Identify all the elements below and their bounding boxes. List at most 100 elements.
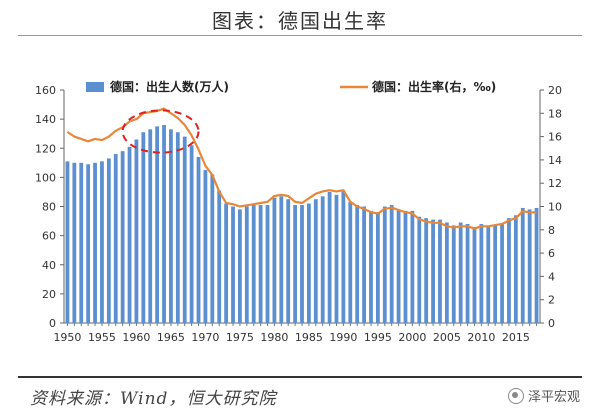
source-note: 资料来源：Wind，恒大研究院 — [30, 389, 277, 409]
bar — [93, 162, 97, 323]
bar — [141, 132, 146, 323]
y-left-tick-label: 80 — [42, 201, 56, 214]
bar — [279, 196, 284, 323]
y-left-tick-label: 40 — [42, 259, 56, 272]
bar — [444, 222, 449, 323]
bar — [403, 210, 408, 323]
bottom-rule — [18, 376, 582, 378]
y-left-tick-label: 120 — [35, 142, 56, 155]
y-right-tick-label: 4 — [548, 270, 555, 283]
bar — [300, 205, 304, 323]
bar — [169, 129, 173, 323]
x-tick-label: 1975 — [226, 331, 254, 344]
bar — [293, 205, 297, 323]
x-tick-label: 1965 — [157, 331, 185, 344]
bar — [493, 225, 498, 323]
bar — [79, 162, 84, 323]
bar — [320, 196, 325, 323]
y-left-tick-label: 20 — [42, 288, 56, 301]
x-tick-label: 2015 — [502, 331, 530, 344]
y-right-tick-label: 18 — [548, 107, 562, 120]
chart-title: 图表：德国出生率 — [212, 9, 388, 33]
chart-area: 0 20 40 60 80 100 120 140 160 0 2 4 6 8 10 12 14 16 18 20 19… — [35, 79, 562, 344]
x-tick-label: 1995 — [364, 331, 392, 344]
bar — [182, 136, 187, 323]
bar — [527, 209, 532, 323]
y-left-tick-label: 60 — [42, 230, 56, 243]
bar — [210, 174, 215, 323]
y-right-tick-label: 6 — [548, 247, 555, 260]
bar — [500, 223, 504, 323]
x-tick-label: 1980 — [260, 331, 288, 344]
bar — [272, 197, 277, 323]
y-right-tick-label: 14 — [548, 154, 562, 167]
bar — [513, 215, 518, 323]
bar — [534, 207, 539, 323]
bar — [224, 203, 229, 323]
bar — [100, 161, 104, 323]
bar — [348, 202, 353, 323]
bar — [451, 225, 456, 323]
bar — [189, 145, 194, 323]
bar — [120, 151, 125, 323]
bar — [106, 158, 111, 323]
bar — [258, 205, 263, 323]
y-right-tick-label: 8 — [548, 224, 555, 237]
wechat-logo-icon — [508, 387, 524, 404]
bar — [410, 210, 415, 323]
bar — [251, 205, 256, 323]
bar — [362, 206, 366, 323]
y-left-tick-label: 140 — [35, 113, 56, 126]
bar — [334, 194, 339, 323]
bar — [162, 124, 166, 323]
bar — [175, 132, 180, 323]
y-left-tick-label: 100 — [35, 171, 56, 184]
y-right-tick-label: 20 — [548, 84, 562, 97]
bar — [127, 146, 132, 323]
y-right-tick-label: 2 — [548, 294, 555, 307]
y-left-tick-label: 160 — [35, 84, 56, 97]
bar — [382, 206, 387, 323]
bar — [196, 156, 201, 323]
bar — [327, 191, 332, 323]
y-right-tick-label: 12 — [548, 177, 562, 190]
x-tick-label: 2010 — [467, 331, 495, 344]
y-right-tick-label: 0 — [548, 317, 555, 330]
legend-label-bar: 德国：出生人数(万人) — [110, 79, 229, 94]
bar — [389, 205, 394, 323]
x-tick-label: 1960 — [122, 331, 150, 344]
bar — [231, 206, 235, 323]
bar — [375, 212, 380, 323]
annotation-ellipse — [121, 109, 200, 154]
x-tick-label: 1970 — [191, 331, 219, 344]
bar — [458, 222, 463, 323]
bar — [520, 207, 525, 323]
x-tick-label: 2005 — [433, 331, 461, 344]
bar — [369, 210, 373, 323]
watermark-text: 泽平宏观 — [528, 390, 581, 405]
bar — [265, 205, 270, 323]
y-left-tick-label: 0 — [49, 317, 56, 330]
y-right-tick-label: 10 — [548, 201, 562, 214]
x-tick-label: 1985 — [295, 331, 323, 344]
bar — [417, 216, 422, 323]
bar — [396, 209, 401, 323]
bar — [203, 170, 208, 323]
bar — [134, 139, 139, 323]
bar — [313, 199, 318, 323]
bar — [341, 190, 346, 323]
bar — [465, 223, 470, 323]
bar — [507, 218, 511, 323]
bar — [355, 205, 360, 323]
bar — [72, 162, 77, 323]
x-tick-label: 1990 — [329, 331, 357, 344]
legend-swatch-bar — [86, 82, 104, 92]
bar — [244, 206, 249, 323]
x-tick-label: 1950 — [53, 331, 81, 344]
bar — [155, 126, 160, 323]
bar — [307, 203, 311, 323]
bar — [238, 209, 242, 323]
bar — [431, 219, 435, 323]
bar — [424, 218, 429, 323]
bar — [113, 154, 118, 323]
